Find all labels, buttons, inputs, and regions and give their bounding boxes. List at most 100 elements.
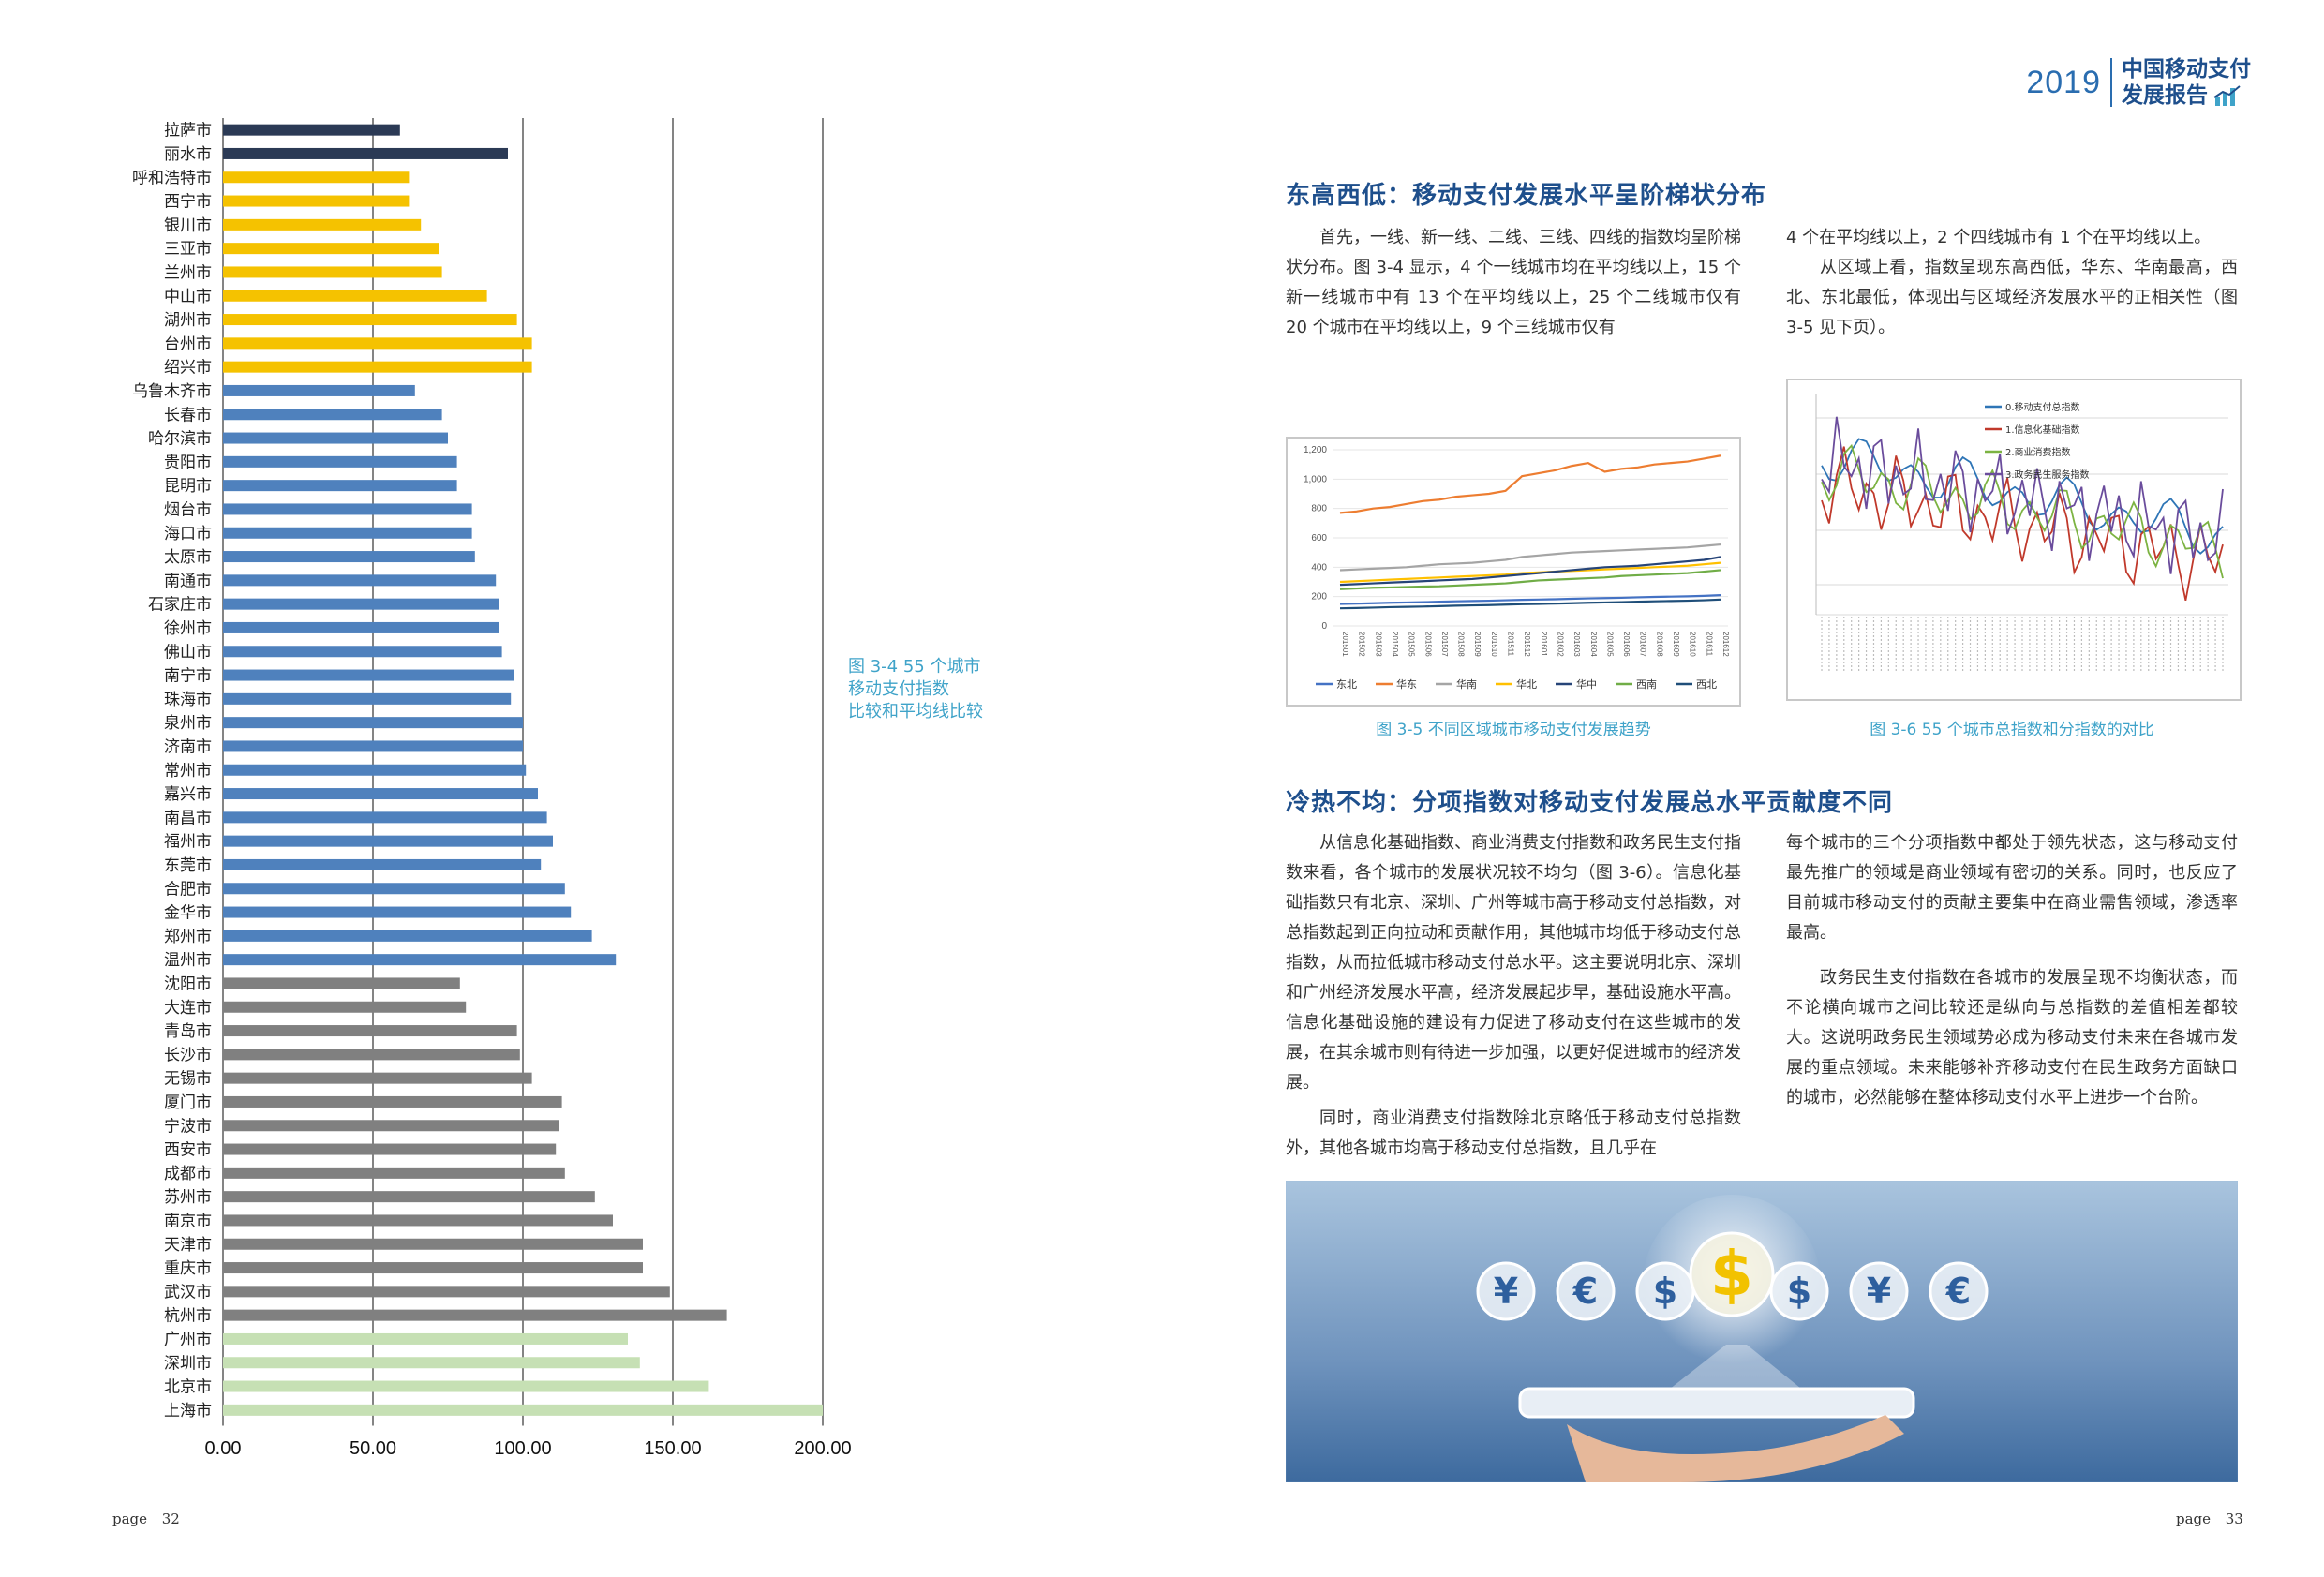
category-label: 石家庄市: [148, 596, 212, 615]
city-subindex-line-chart: 0.移动支付总指数 1.信息化基础指数 2.商业消费指数 3.政务民生服务指数: [1815, 394, 2228, 671]
legend-label: 华中: [1576, 677, 1597, 691]
bar: [223, 1095, 562, 1108]
figure-3-4-caption: 图 3-4 55 个城市 移动支付指数 比较和平均线比较: [848, 656, 1007, 723]
x-tick-label: 201512: [1523, 632, 1531, 657]
coin-symbol: $: [1710, 1238, 1753, 1310]
category-label: 哈尔滨市: [148, 430, 212, 449]
y-tick-label: 1,000: [1304, 474, 1327, 484]
page-number: 33: [2225, 1510, 2243, 1527]
bar: [223, 858, 542, 870]
currency-coin: ¥: [1476, 1261, 1536, 1321]
paragraph: 首先，一线、新一线、二线、三线、四线的指数均呈阶梯状分布。图 3-4 显示，4 …: [1286, 228, 1741, 337]
report-title: 中国移动支付 发展报告: [2122, 56, 2251, 109]
bar: [223, 1143, 557, 1155]
currency-coin: ¥: [1849, 1261, 1909, 1321]
bar: [223, 147, 508, 159]
x-tick-label: 201505: [1408, 632, 1416, 657]
series-line: [1821, 443, 2224, 579]
x-tick-label: 201605: [1605, 632, 1614, 657]
category-label: 拉萨市: [164, 122, 212, 141]
bar: [223, 717, 523, 729]
report-title-line2: 发展报告: [2122, 83, 2208, 108]
x-tick-label: 201501: [1341, 632, 1349, 657]
category-label: 上海市: [164, 1402, 212, 1421]
bar: [223, 977, 460, 989]
paragraph: 4 个在平均线以上，2 个四线城市有 1 个在平均线以上。: [1786, 228, 2212, 247]
series-line-华东: [1339, 454, 1721, 514]
legend-label: 1.信息化基础指数: [2005, 424, 2080, 436]
bar: [223, 455, 457, 468]
legend-label: 2.商业消费指数: [2005, 446, 2071, 458]
category-label: 天津市: [164, 1236, 212, 1255]
category-label: 西宁市: [164, 193, 212, 212]
bar: [223, 692, 512, 705]
bar: [223, 669, 514, 681]
series-line-华北: [1339, 561, 1721, 584]
bar: [223, 432, 448, 444]
bar: [223, 764, 527, 776]
category-label: 湖州市: [164, 311, 212, 330]
currency-coin: €: [1556, 1261, 1616, 1321]
x-tick-label: 201609: [1672, 632, 1680, 657]
x-tick-label: 50.00: [350, 1438, 396, 1459]
coin-symbol: €: [1572, 1271, 1598, 1312]
category-label: 丽水市: [164, 145, 212, 164]
page-number-left: page 32: [112, 1510, 180, 1527]
category-label: 温州市: [164, 951, 212, 970]
bar: [223, 551, 475, 563]
paragraph: 从区域上看，指数呈现东高西低，华东、华南最高，西北、东北最低，体现出与区域经济发…: [1786, 258, 2238, 337]
section1-column-2: 4 个在平均线以上，2 个四线城市有 1 个在平均线以上。 从区域上看，指数呈现…: [1786, 223, 2238, 343]
figure-3-5-caption: 图 3-5 不同区域城市移动支付发展趋势: [1376, 721, 1651, 739]
y-tick-label: 400: [1311, 562, 1327, 573]
x-tick-label: 201608: [1655, 632, 1663, 657]
bar: [223, 883, 565, 895]
bar: [223, 1025, 517, 1037]
coin-symbol: ¥: [1867, 1271, 1891, 1312]
category-label: 佛山市: [164, 643, 212, 662]
category-label: 无锡市: [164, 1070, 212, 1089]
report-year: 2019: [2026, 64, 2101, 100]
bar: [223, 266, 442, 278]
category-label: 徐州市: [164, 619, 212, 638]
bar: [223, 503, 472, 515]
legend-label: 3.政务民生服务指数: [2005, 469, 2090, 481]
category-label: 重庆市: [164, 1259, 212, 1278]
currency-coin: €: [1929, 1261, 1989, 1321]
paragraph: 同时，商业消费支付指数除北京略低于移动支付总指数外，其他各城市均高于移动支付总指…: [1286, 1108, 1741, 1158]
x-tick-label: 201503: [1374, 632, 1382, 657]
report-title-line1: 中国移动支付: [2122, 57, 2251, 82]
category-label: 南宁市: [164, 667, 212, 686]
coin-symbol: $: [1787, 1271, 1811, 1312]
series-line-华中: [1339, 556, 1721, 587]
series-line-东北: [1339, 594, 1721, 605]
section2-column-1: 从信息化基础指数、商业消费支付指数和政务民生支付指数来看，各个城市的发展状况较不…: [1286, 828, 1741, 1164]
category-label: 西安市: [164, 1141, 212, 1160]
x-tick-label: 0.00: [205, 1438, 242, 1459]
x-tick-label: 201508: [1457, 632, 1466, 657]
paragraph: 每个城市的三个分项指数中都处于领先状态，这与移动支付最先推广的领域是商业领域有密…: [1786, 833, 2238, 943]
category-label: 东莞市: [164, 856, 212, 875]
section2-column-2: 每个城市的三个分项指数中都处于领先状态，这与移动支付最先推广的领域是商业领域有密…: [1786, 828, 2238, 1113]
category-label: 长春市: [164, 406, 212, 424]
coin-face: [1556, 1261, 1616, 1321]
x-tick-label: 201610: [1689, 632, 1697, 657]
bar: [223, 646, 502, 658]
region-trend-line-chart: 1,200 1,000 800 600 400 200 0 201501 201502 20150…: [1304, 445, 1730, 691]
bar: [223, 361, 532, 373]
paragraph: 从信息化基础指数、商业消费支付指数和政务民生支付指数来看，各个城市的发展状况较不…: [1286, 833, 1741, 1093]
x-tick-label: 201601: [1540, 632, 1548, 657]
category-label: 呼和浩特市: [132, 169, 212, 187]
bar: [223, 1167, 565, 1179]
x-tick-label: 201602: [1556, 632, 1564, 657]
x-tick-label: 201607: [1639, 632, 1647, 657]
figure-3-6-caption: 图 3-6 55 个城市总指数和分指数的对比: [1870, 721, 2154, 739]
category-label: 贵阳市: [164, 454, 212, 472]
x-tick-label: 201510: [1490, 632, 1498, 657]
bar: [223, 835, 553, 847]
bar: [223, 1120, 559, 1132]
bar: [223, 954, 617, 966]
city-index-bar-chart: 拉萨市丽水市呼和浩特市西宁市银川市三亚市兰州市中山市湖州市台州市绍兴市乌鲁木齐市…: [132, 118, 852, 1459]
page-number-right: page 33: [2176, 1510, 2243, 1527]
y-tick-label: 600: [1311, 533, 1327, 543]
bar: [223, 574, 497, 587]
